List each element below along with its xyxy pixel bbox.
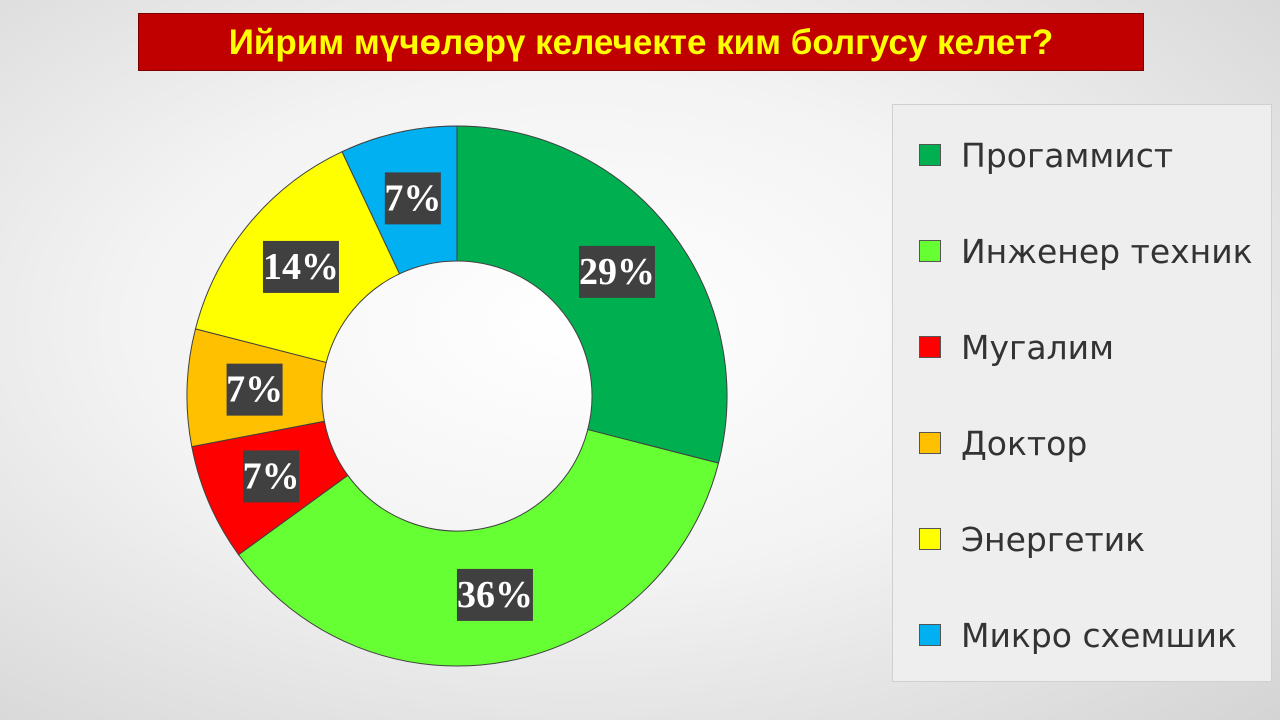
legend-swatch (919, 336, 941, 358)
data-label-text-5: 14% (263, 246, 339, 288)
data-label-box-1 (579, 245, 656, 298)
legend-item-2: Инженер техник (919, 231, 1253, 271)
legend-item-5: Энергетик (919, 519, 1145, 559)
data-label-box-3 (243, 450, 300, 503)
data-label-box-4 (226, 363, 283, 416)
legend-label: Доктор (961, 423, 1088, 463)
chart-legend: Прогаммист Инженер техник Мугалим Доктор Эне… (892, 104, 1272, 682)
legend-swatch (919, 528, 941, 550)
legend-item-1: Прогаммист (919, 135, 1173, 175)
data-label-box-6 (384, 172, 441, 225)
data-label-2: 36% (456, 568, 533, 621)
legend-label: Микро схемшик (961, 615, 1237, 655)
legend-label: Мугалим (961, 327, 1114, 367)
legend-item-4: Доктор (919, 423, 1087, 463)
legend-swatch (919, 240, 941, 262)
legend-label: Энергетик (961, 519, 1146, 559)
data-label-6: 7% (384, 172, 441, 225)
data-label-text-4: 7% (226, 369, 283, 411)
legend-swatch (919, 144, 941, 166)
legend-label: Инженер техник (961, 231, 1253, 271)
data-label-box-5 (262, 240, 339, 293)
data-label-text-1: 29% (579, 251, 655, 293)
data-label-text-3: 7% (243, 455, 300, 497)
chart-title: Ийрим мүчөлөрү келечекте ким болгусу кел… (138, 13, 1144, 71)
data-label-4: 7% (226, 363, 283, 416)
data-label-box-2 (456, 568, 533, 621)
donut-slice-2 (237, 428, 720, 667)
legend-swatch (919, 624, 941, 646)
data-label-text-6: 7% (384, 177, 441, 219)
donut-slices (186, 125, 728, 667)
data-label-3: 7% (243, 450, 300, 503)
data-label-5: 14% (262, 240, 339, 293)
legend-label: Прогаммист (961, 135, 1174, 175)
donut-data-labels: 29% 36% 7% 7% 14% 7% (226, 172, 656, 621)
data-label-text-2: 36% (457, 574, 533, 616)
legend-swatch (919, 432, 941, 454)
legend-item-3: Мугалим (919, 327, 1114, 367)
legend-item-6: Микро схемшик (919, 615, 1237, 655)
data-label-1: 29% (579, 245, 656, 298)
